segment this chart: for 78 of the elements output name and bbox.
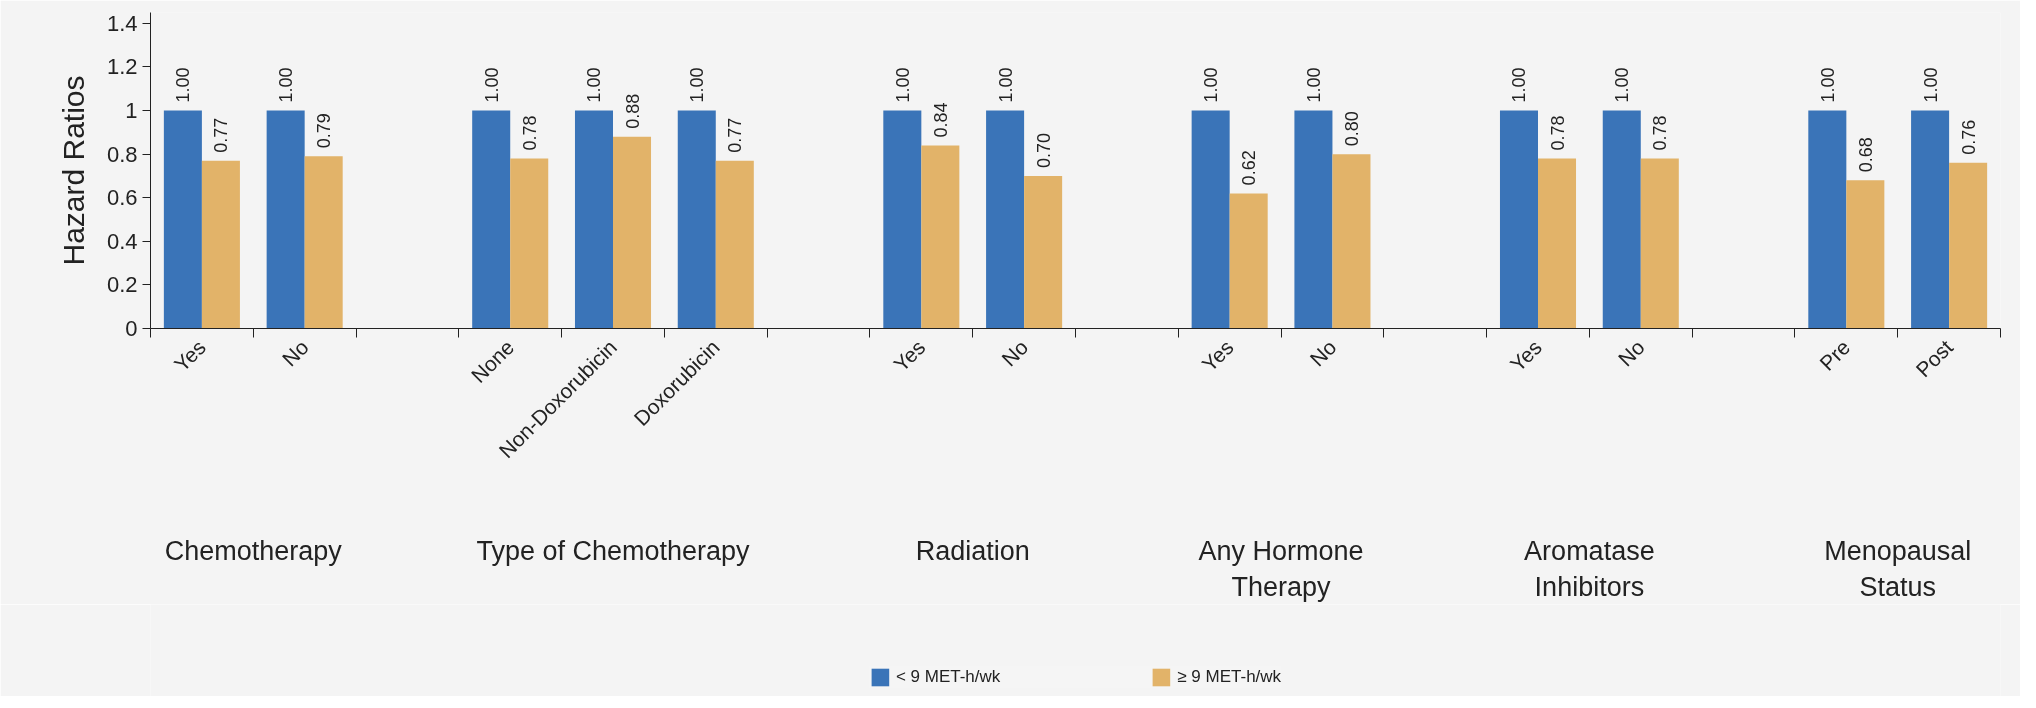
data-label: 0.79 (314, 113, 335, 149)
bar (1911, 110, 1950, 329)
data-label: 0.78 (1547, 115, 1568, 151)
bar (1499, 110, 1538, 329)
bar (883, 110, 922, 329)
x-tick-label: Yes (888, 335, 930, 376)
bar (304, 156, 343, 329)
bar (613, 136, 652, 329)
data-label: 1.00 (1509, 67, 1530, 103)
data-label: 0.84 (930, 102, 951, 138)
bar (1538, 158, 1577, 329)
data-label: 0.76 (1958, 119, 1979, 155)
legend-label: < 9 MET-h/wk (895, 667, 1001, 687)
data-label: 0.78 (519, 115, 540, 151)
bar (510, 158, 549, 329)
data-label: 1.00 (687, 67, 708, 103)
text: Aromatase Inhibitors (1524, 535, 1655, 602)
bar (1191, 110, 1230, 329)
y-tick-label: 1.4 (106, 10, 138, 36)
bar (715, 160, 754, 329)
legend-label: ≥ 9 MET-h/wk (1177, 667, 1282, 687)
data-label: 0.77 (211, 117, 232, 153)
y-tick-label: 0 (125, 316, 138, 341)
data-label: 1.00 (481, 67, 502, 103)
bar (1602, 110, 1641, 329)
bar (921, 145, 960, 329)
y-tick-label: 0.2 (106, 272, 138, 298)
bar (677, 110, 716, 329)
data-label: 1.00 (276, 67, 297, 103)
y-tick-label: 1 (125, 98, 138, 124)
bar (1846, 180, 1885, 329)
y-tick-label: 1.2 (106, 54, 138, 80)
data-label: 0.70 (1033, 132, 1054, 168)
bar (986, 110, 1025, 329)
x-tick-label: No (1305, 335, 1341, 371)
data-label: 1.00 (1303, 67, 1324, 103)
bar (1640, 158, 1679, 329)
data-label: 0.78 (1650, 115, 1671, 151)
x-tick-label: No (277, 335, 313, 371)
y-tick-label: 0.8 (106, 141, 138, 167)
data-label: 1.00 (892, 67, 913, 103)
x-tick-label: Yes (1505, 335, 1547, 376)
bar (201, 160, 240, 329)
text: Any Hormone Therapy (1198, 535, 1364, 602)
x-tick-label: Yes (1197, 335, 1238, 376)
bar (1332, 154, 1371, 329)
y-tick-label: 0.6 (106, 185, 138, 211)
bar (1808, 110, 1847, 329)
y-tick-label: 0.4 (106, 228, 138, 254)
bar (472, 110, 511, 329)
data-label: 1.00 (173, 67, 194, 103)
data-label: 1.00 (584, 67, 605, 103)
bar (1229, 193, 1268, 329)
x-tick-label: Pre (1815, 335, 1855, 375)
data-label: 1.00 (1612, 67, 1633, 103)
bar (1294, 110, 1333, 329)
data-label: 1.00 (1817, 67, 1838, 103)
text: Chemotherapy (164, 535, 343, 566)
data-label: 1.00 (1201, 67, 1222, 103)
text: Menopausal Status (1824, 535, 1972, 602)
data-label: 0.68 (1855, 137, 1876, 173)
data-label: 1.00 (995, 67, 1016, 103)
data-label: 0.88 (622, 93, 643, 129)
x-tick-label: No (1613, 335, 1649, 371)
text: Type of Chemotherapy (476, 535, 751, 566)
bar (574, 110, 613, 329)
x-tick-label: No (997, 335, 1033, 371)
text: Radiation (915, 535, 1030, 566)
data-label: 0.62 (1239, 150, 1260, 186)
data-label: 0.80 (1341, 111, 1362, 147)
bar (1949, 162, 1988, 329)
y-axis-title: Hazard Ratios (56, 75, 90, 266)
data-label: 1.00 (1920, 67, 1941, 103)
bar (163, 110, 202, 329)
x-tick-label: Yes (169, 335, 211, 376)
data-label: 0.77 (725, 117, 746, 153)
bar (1024, 175, 1063, 329)
bar (266, 110, 305, 329)
